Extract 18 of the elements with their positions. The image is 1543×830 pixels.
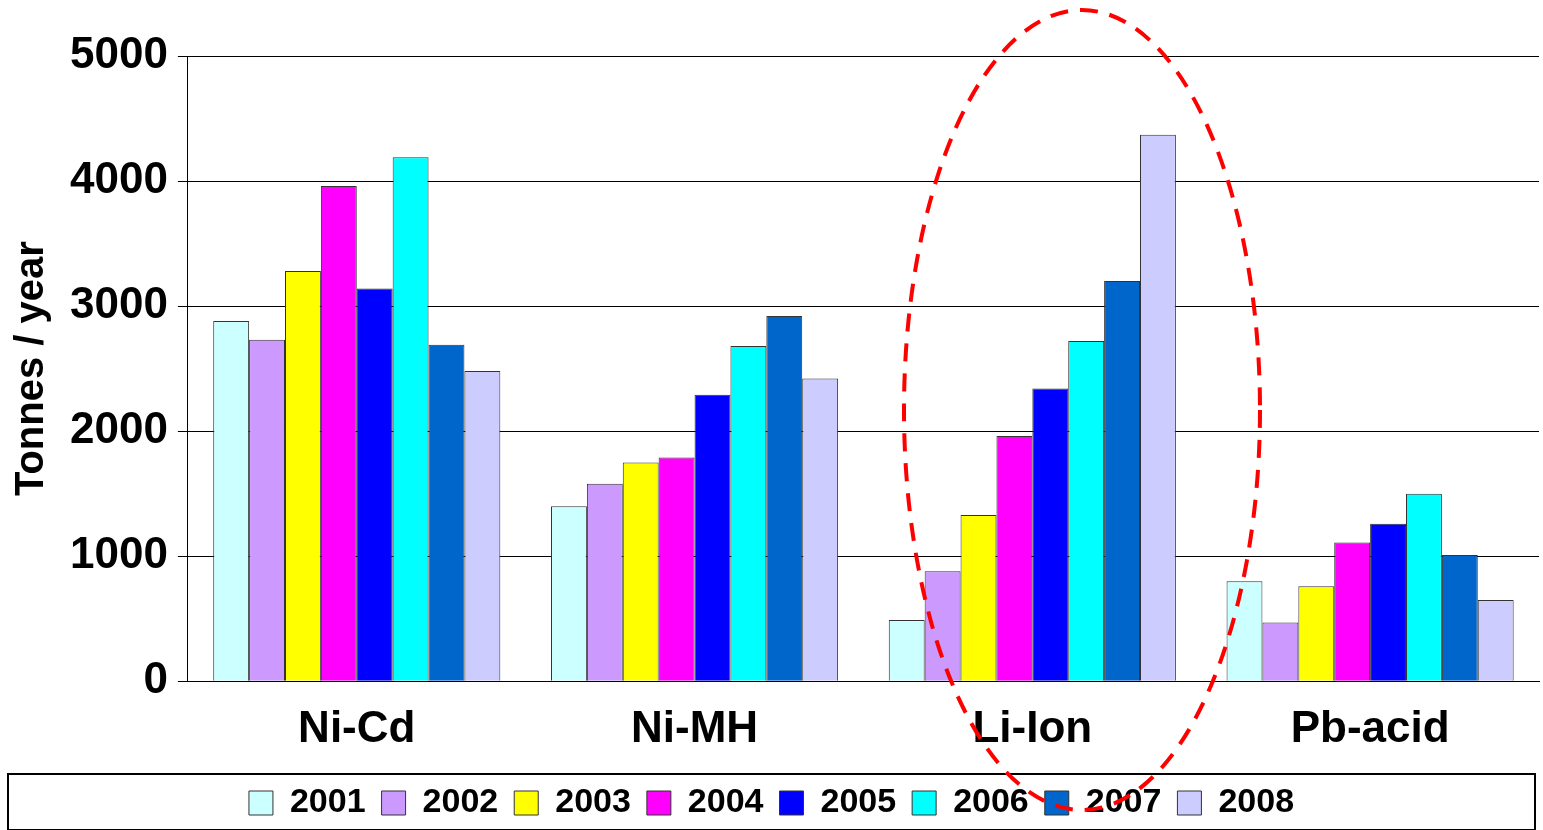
legend-label: 2005 — [820, 781, 897, 820]
y-tick-label: 5000 — [69, 28, 168, 78]
y-tick-label: 2000 — [69, 403, 168, 453]
y-tick-label: 1000 — [69, 528, 168, 578]
legend-label: 2008 — [1218, 781, 1295, 820]
legend-label: 2003 — [555, 781, 631, 820]
y-tick-label: 3000 — [69, 278, 168, 328]
x-tick-label: Ni-Cd — [298, 701, 416, 751]
y-axis-title: Tonnes / year — [7, 241, 52, 497]
legend-label: 2004 — [687, 781, 764, 820]
x-tick-label: Li-Ion — [972, 701, 1093, 751]
x-tick-label: Pb-acid — [1290, 701, 1450, 751]
y-tick-label: 0 — [143, 653, 168, 703]
legend-label: 2006 — [953, 781, 1029, 820]
legend-label: 2002 — [422, 781, 499, 820]
legend-label: 2001 — [289, 781, 366, 820]
y-tick-label: 4000 — [69, 153, 168, 203]
x-tick-label: Ni-MH — [631, 701, 759, 751]
